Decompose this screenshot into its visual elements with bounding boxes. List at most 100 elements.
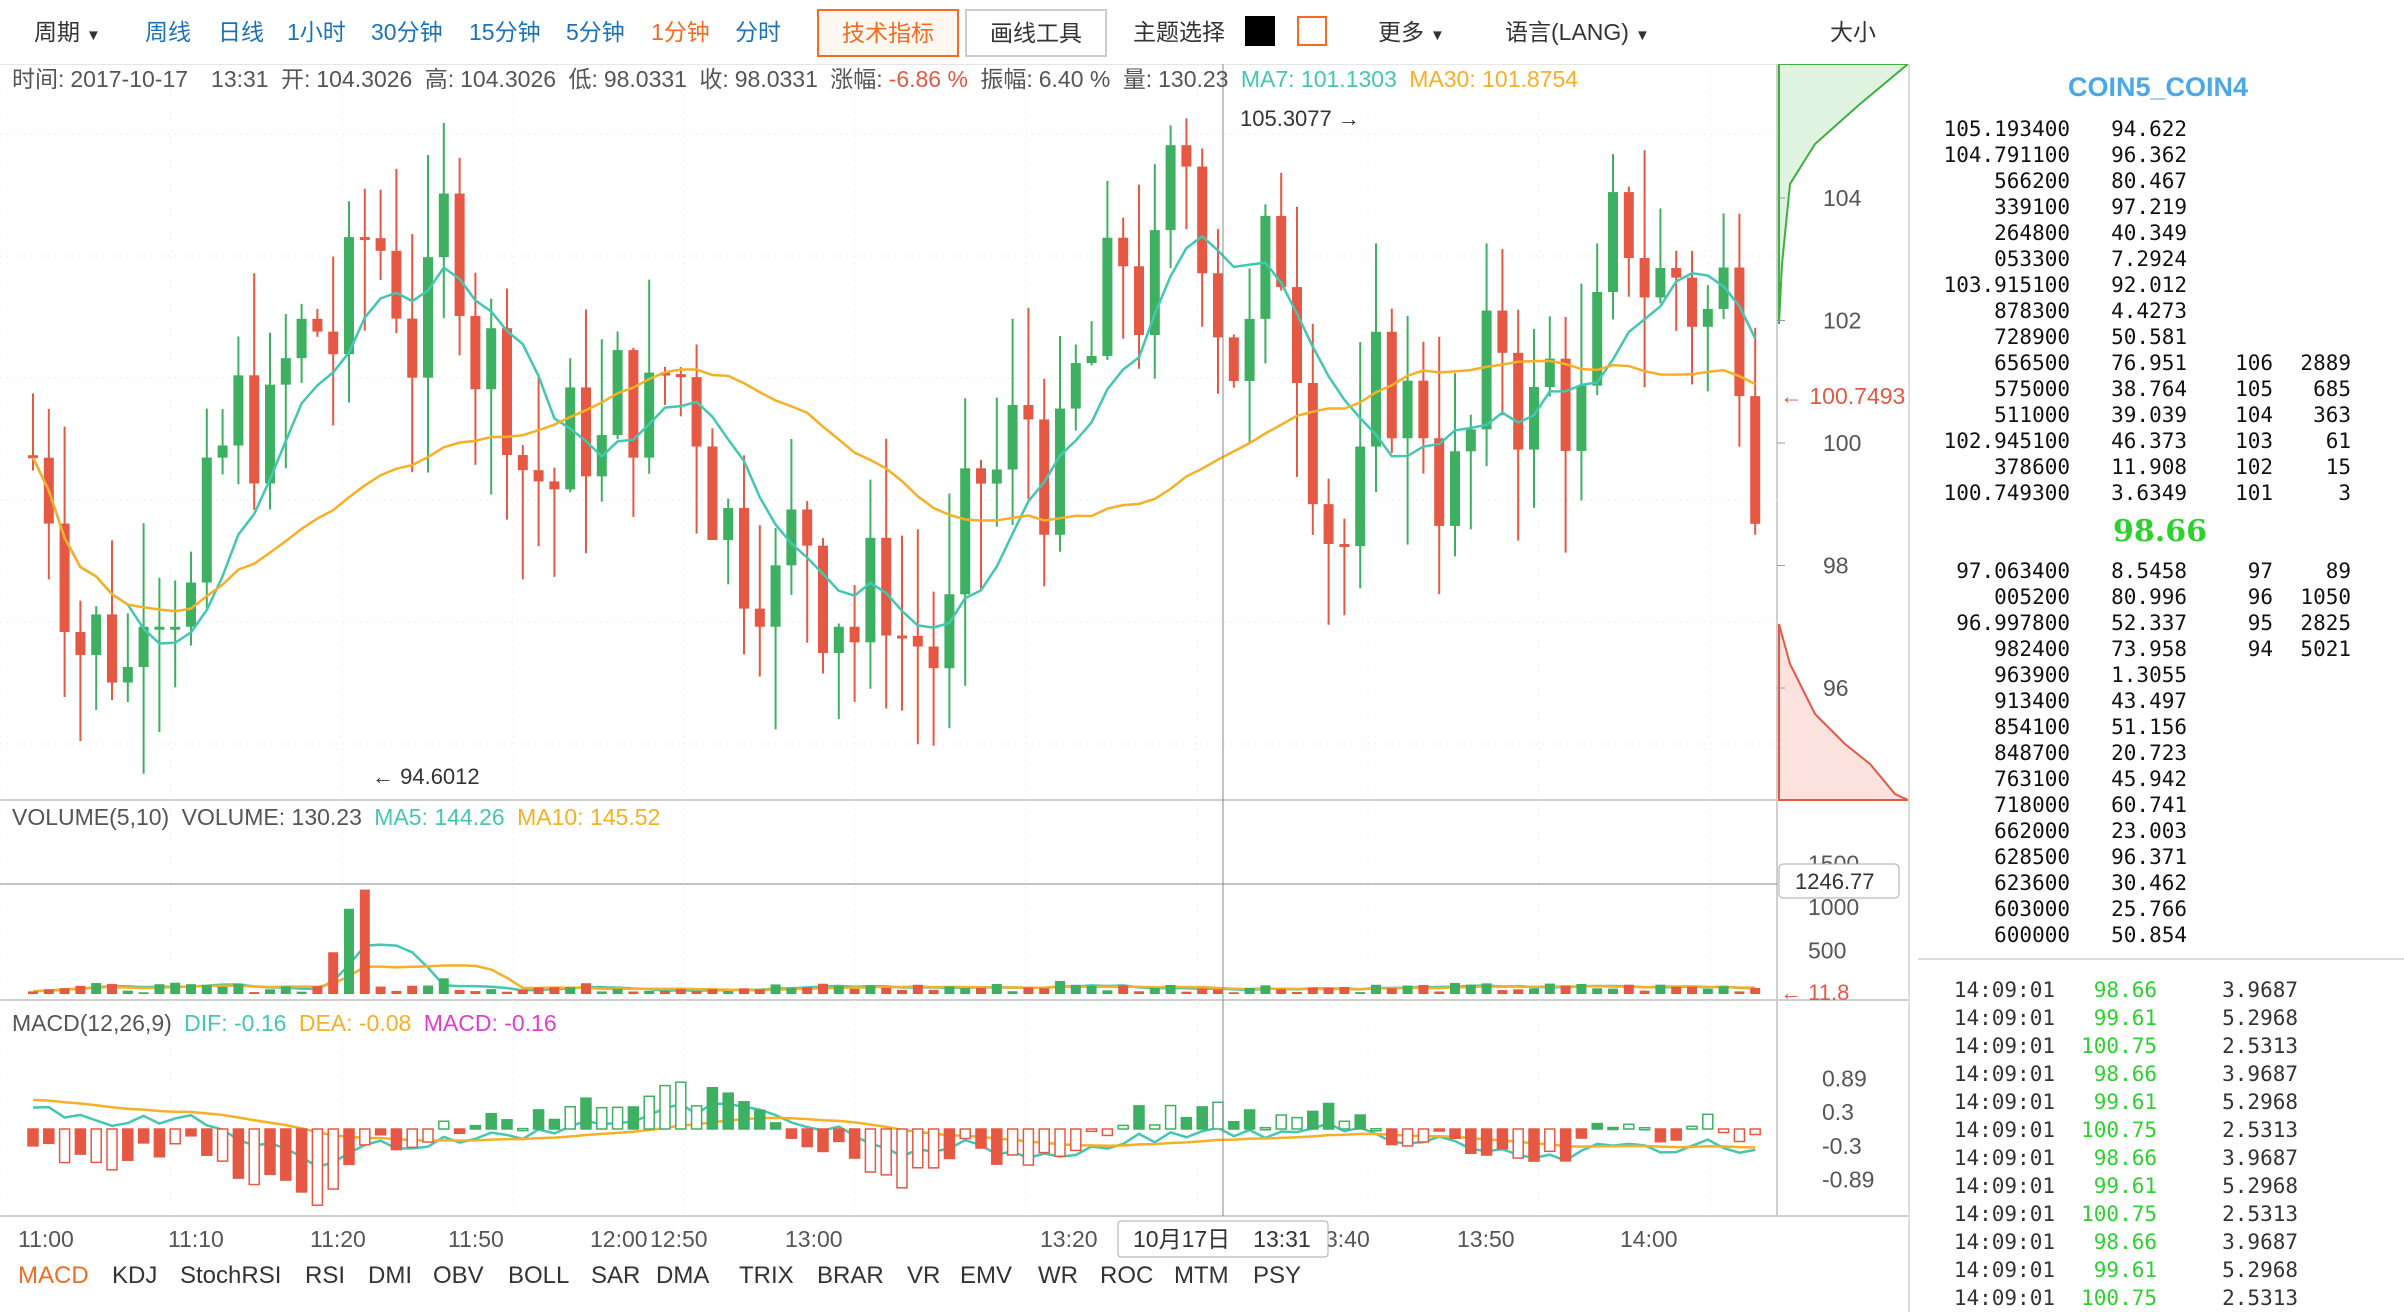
- time-axis-label: 14:00: [1620, 1226, 1678, 1252]
- macd-bar: [295, 1128, 308, 1193]
- candle-body: [328, 331, 339, 355]
- size-button[interactable]: 大小: [1830, 19, 1876, 45]
- trade-cell: 98.66: [2093, 978, 2157, 1002]
- macd-bar: [1386, 1128, 1398, 1146]
- macd-bar: [90, 1128, 102, 1164]
- candle-body: [739, 508, 749, 609]
- ask-cell: 15: [2325, 455, 2351, 479]
- macd-bar: [517, 1127, 529, 1132]
- price-tick-label: 104: [1823, 185, 1862, 211]
- candle-body: [1608, 192, 1618, 292]
- candle-body: [170, 626, 181, 630]
- volume-bar: [1655, 984, 1666, 994]
- indicator-tab-wr[interactable]: WR: [1038, 1262, 1078, 1289]
- indicator-tab-emv[interactable]: EMV: [960, 1262, 1013, 1289]
- candle-body: [770, 565, 781, 627]
- volume-bar: [265, 989, 275, 994]
- candle-body: [1529, 387, 1539, 450]
- macd-bar: [390, 1128, 403, 1151]
- candle-body: [122, 667, 133, 683]
- period-1h[interactable]: 1小时: [287, 19, 346, 45]
- indicator-tab-rsi[interactable]: RSI: [305, 1262, 346, 1289]
- candle-body: [881, 537, 892, 636]
- volume-bar: [43, 989, 54, 994]
- high-value: 104.3026: [460, 66, 557, 92]
- indicator-tab-kdj[interactable]: KDJ: [112, 1262, 158, 1289]
- macd-bar: [1259, 1126, 1272, 1131]
- time-axis-label: 11:00: [18, 1226, 74, 1252]
- trade-cell: 5.2968: [2222, 1174, 2298, 1198]
- macd-bar: [927, 1128, 940, 1169]
- macd-bar: [327, 1128, 339, 1190]
- period-week[interactable]: 周线: [145, 19, 191, 45]
- candle-body: [1592, 291, 1603, 386]
- macd-tick-label: 0.3: [1822, 1099, 1854, 1125]
- ask-cell: 105: [2235, 377, 2273, 401]
- high-label: 高:: [424, 66, 455, 92]
- volume-bar: [486, 989, 497, 994]
- ask-cell: 92.012: [2111, 273, 2187, 297]
- period-day[interactable]: 日线: [218, 19, 264, 45]
- time-axis-label: 11:50: [448, 1226, 504, 1252]
- trade-cell: 98.66: [2093, 1146, 2157, 1170]
- indicator-tab-obv[interactable]: OBV: [433, 1262, 484, 1289]
- indicator-tab-sar[interactable]: SAR: [591, 1262, 641, 1289]
- indicator-tab-vr[interactable]: VR: [907, 1262, 941, 1289]
- volume-bar: [1544, 983, 1555, 994]
- period-1m[interactable]: 1分钟: [651, 19, 710, 45]
- time-axis-label: 13:50: [1457, 1226, 1515, 1252]
- indicator-tab-roc[interactable]: ROC: [1100, 1262, 1154, 1289]
- volume-bar: [1418, 984, 1429, 994]
- ma30-value: MA30: 101.8754: [1409, 66, 1579, 92]
- trade-cell: 3.9687: [2222, 1146, 2298, 1170]
- candle-body: [1213, 273, 1223, 338]
- ask-cell: 053300: [1994, 247, 2070, 271]
- theme-dark-swatch[interactable]: [1245, 16, 1275, 46]
- candle-body: [1007, 405, 1018, 470]
- indicator-tab-mtm[interactable]: MTM: [1174, 1262, 1229, 1289]
- volume-bar: [1339, 987, 1350, 994]
- indicator-tab-trix[interactable]: TRIX: [739, 1262, 794, 1289]
- volume-bar: [1734, 991, 1745, 994]
- indicator-tab-macd[interactable]: MACD: [18, 1262, 89, 1289]
- period-timeline[interactable]: 分时: [735, 19, 781, 45]
- period-15m[interactable]: 15分钟: [469, 19, 541, 45]
- volume-bar: [976, 987, 986, 994]
- candle-body: [1102, 237, 1113, 356]
- volume-bar: [438, 978, 449, 994]
- ask-cell: 97.219: [2111, 195, 2187, 219]
- candle-body: [186, 582, 196, 627]
- indicator-tab-brar[interactable]: BRAR: [817, 1262, 884, 1289]
- macd-bar: [785, 1128, 798, 1139]
- period-30m[interactable]: 30分钟: [371, 19, 443, 45]
- macd-tick-label: 0.89: [1822, 1065, 1867, 1091]
- symbol-title: COIN5_COIN4: [2067, 72, 2249, 102]
- candle-body: [1197, 166, 1208, 274]
- bid-cell: 8.5458: [2111, 559, 2187, 583]
- indicator-tab-psy[interactable]: PSY: [1253, 1262, 1302, 1289]
- volume-bar: [470, 991, 481, 994]
- period-dropdown[interactable]: 周期 ▼: [34, 16, 101, 52]
- volume-bar: [944, 986, 955, 994]
- volume-bar: [454, 989, 465, 994]
- period-5m[interactable]: 5分钟: [566, 19, 625, 45]
- language-dropdown[interactable]: 语言(LANG) ▼: [1505, 16, 1650, 52]
- more-dropdown[interactable]: 更多 ▼: [1378, 16, 1445, 52]
- indicator-tab-boll[interactable]: BOLL: [508, 1262, 570, 1289]
- indicators-button[interactable]: 技术指标: [817, 9, 959, 57]
- macd-bar: [643, 1095, 655, 1130]
- indicator-tab-dmi[interactable]: DMI: [368, 1262, 412, 1289]
- volume-bar: [1576, 983, 1587, 994]
- candle-body: [1371, 331, 1381, 447]
- indicator-tab-stochrsi[interactable]: StochRSI: [180, 1262, 282, 1289]
- ask-cell: 685: [2313, 377, 2351, 401]
- depth-asks-area: [1778, 623, 1908, 801]
- ask-cell: 38.764: [2111, 377, 2187, 401]
- indicator-tab-dma[interactable]: DMA: [656, 1262, 710, 1289]
- drawing-tools-button[interactable]: 画线工具: [965, 9, 1107, 57]
- kline-chart[interactable]: 105.3077 → ← 94.6012 104 102 100 98 96 ← 100.74…: [0, 64, 1908, 1312]
- volume-bar: [1608, 988, 1618, 994]
- ask-cell: 80.467: [2111, 169, 2187, 193]
- theme-light-swatch[interactable]: [1297, 16, 1327, 46]
- volume-bar: [897, 989, 907, 994]
